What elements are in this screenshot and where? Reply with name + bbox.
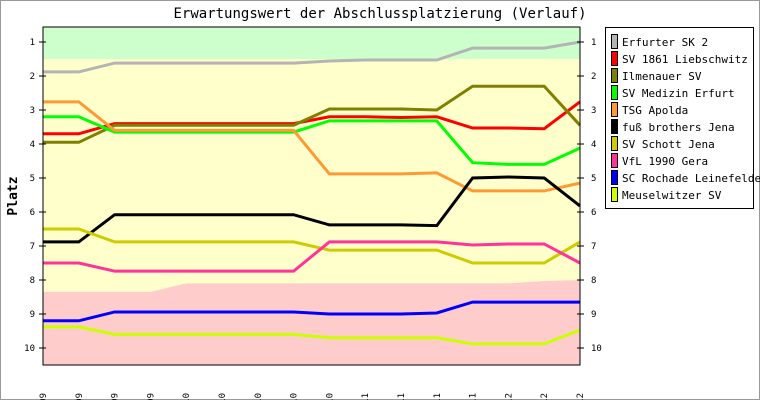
legend-label: SV 1861 Liebschwitz [622,53,748,66]
legend-swatch [611,119,618,134]
legend-label: Erfurter SK 2 [622,36,708,49]
y-tick-label-left: 10 [24,344,35,354]
legend-label: Ilmenauer SV [622,70,702,83]
x-tick-label: 17.12 [576,393,586,400]
y-tick-label-right: 8 [591,276,596,286]
legend-swatch [611,68,618,83]
series-line-5 [43,175,581,244]
series-line-8 [43,300,580,323]
x-tick-label: 15.10 [254,393,264,400]
y-tick-label-right: 7 [591,242,596,252]
y-tick-label-left: 6 [30,208,35,218]
legend-swatch [611,136,618,151]
legend-label: Meuselwitzer SV [622,189,722,202]
legend-label: SV Schott Jena [622,138,715,151]
x-tick-label: 29.10 [325,393,335,400]
x-tick-label: 22.10 [290,393,300,400]
zones [43,27,580,365]
series-line-9 [43,325,581,346]
x-tick-label: 19.11 [433,393,443,400]
legend-swatch [611,153,618,168]
y-tick-label-right: 4 [591,140,596,150]
y-tick-label-left: 9 [30,310,35,320]
y-axis-label: Platz [6,176,21,215]
legend-swatch [611,51,618,66]
y-tick-label-right: 10 [591,344,602,354]
legend-label: SV Medizin Erfurt [622,87,735,100]
y-tick-label-left: 7 [30,242,35,252]
legend-label: SC Rochade Leinefelde [622,172,760,185]
x-tick-label: 08.10 [218,393,228,400]
legend-swatch [611,187,618,202]
y-tick-label-left: 5 [30,174,35,184]
y-tick-label-right: 3 [591,106,596,116]
x-tick-label: 05.11 [361,393,371,400]
series-line-0 [43,40,581,74]
legend-box [605,27,754,209]
chart-title: Erwartungswert der Abschlussplatzierung … [173,6,586,22]
y-tick-label-left: 3 [30,106,35,116]
zone-promotion [43,27,580,59]
y-tick-label-right: 9 [591,310,596,320]
y-tick-label-right: 2 [591,72,596,82]
y-tick-label-right: 1 [591,38,596,48]
x-tick-label: 10.12 [540,393,550,400]
x-tick-label: 24.09 [146,393,156,400]
x-tick-label: 01.10 [182,393,192,400]
legend-swatch [611,170,618,185]
x-tick-label: 03.09 [39,393,49,400]
series-line-7 [43,240,581,273]
x-tick-label: 17.09 [111,393,121,400]
y-tick-label-right: 5 [591,174,596,184]
plot-border [42,26,581,366]
x-tick-label: 12.11 [397,393,407,400]
y-tick-label-left: 8 [30,276,35,286]
series-line-6 [43,227,581,265]
y-tick-label-right: 6 [591,208,596,218]
legend-swatch [611,85,618,100]
legend-swatch [611,34,618,49]
x-tick-label: 26.11 [469,393,479,400]
y-tick-label-left: 2 [30,72,35,82]
legend-label: fuß brothers Jena [622,121,735,134]
y-tick-label-left: 1 [30,38,35,48]
series-line-3 [43,115,581,166]
y-tick-label-left: 4 [30,140,35,150]
legend: Erfurter SK 2 SV 1861 Liebschwitz Ilmenaue… [605,27,760,209]
legend-swatch [611,102,618,117]
legend-label: TSG Apolda [622,104,688,117]
axes: 1 1 2 2 3 3 4 4 5 5 6 6 7 7 8 8 9 9 10 10 03.09 10.09 17.09 24.… [24,26,602,400]
series-line-2 [43,84,582,144]
series-line-4 [43,100,581,193]
legend-label: VfL 1990 Gera [622,155,708,168]
series-line-1 [43,100,581,136]
x-tick-label: 10.09 [75,393,85,400]
zone-relegation [43,280,580,365]
series-lines [43,40,582,346]
x-tick-label: 03.12 [504,393,514,400]
